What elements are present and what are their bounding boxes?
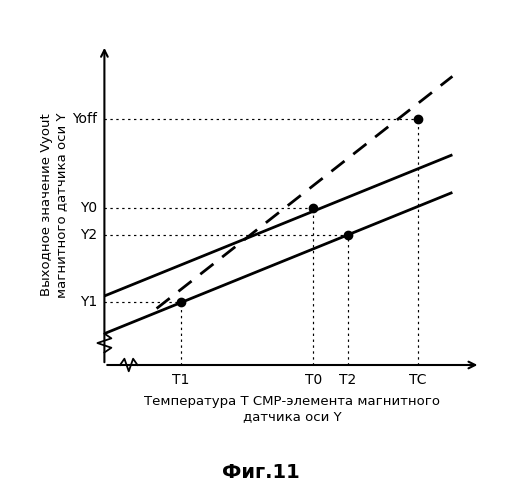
Text: Выходное значение Vyout
магнитного датчика оси Y: Выходное значение Vyout магнитного датчи…	[40, 112, 68, 298]
Text: T0: T0	[304, 373, 322, 387]
Text: T1: T1	[172, 373, 189, 387]
Text: Y0: Y0	[80, 201, 98, 215]
Text: Температура Т СМР-элемента магнитного
датчика оси Y: Температура Т СМР-элемента магнитного да…	[144, 396, 441, 423]
Text: Y1: Y1	[80, 296, 98, 310]
Text: Yoff: Yoff	[73, 112, 98, 126]
Text: T2: T2	[339, 373, 357, 387]
Text: Y2: Y2	[80, 228, 98, 242]
Text: Фиг.11: Фиг.11	[222, 463, 300, 482]
Text: TC: TC	[409, 373, 426, 387]
